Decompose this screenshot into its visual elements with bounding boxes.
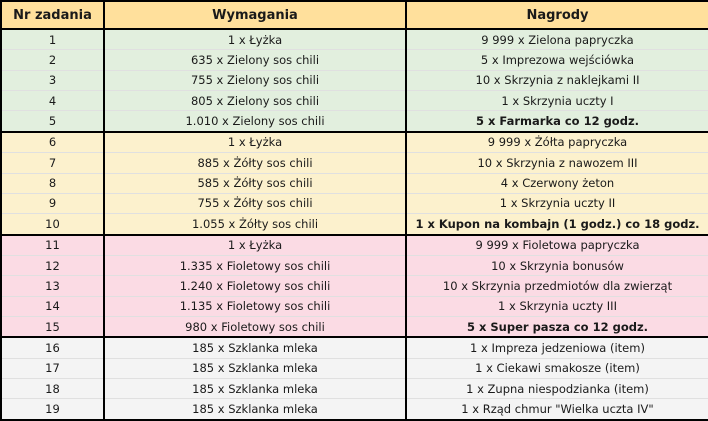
requirement-cell: 1.055 x Żółty sos chili: [103, 213, 406, 235]
task-number: 5: [1, 110, 104, 132]
requirement-cell: 1 x Łyżka: [103, 130, 406, 153]
column-header-rewards: Nagrody: [405, 1, 708, 30]
task-number: 10: [1, 213, 104, 235]
requirement-cell: 185 x Szklanka mleka: [103, 378, 406, 399]
table-row: 4 805 x Zielony sos chili 1 x Skrzynia u…: [1, 90, 708, 111]
reward-cell: 1 x Skrzynia uczty III: [405, 295, 708, 317]
reward-cell: 1 x Skrzynia uczty I: [405, 90, 708, 111]
reward-cell: 5 x Farmarka co 12 godz.: [405, 110, 708, 132]
requirement-cell: 805 x Zielony sos chili: [103, 90, 406, 111]
requirement-cell: 585 x Żółty sos chili: [103, 172, 406, 194]
task-number: 12: [1, 254, 104, 276]
task-number: 4: [1, 90, 104, 111]
table-row: 9 755 x Żółty sos chili 1 x Skrzynia ucz…: [1, 192, 708, 214]
header-row: Nr zadania Wymagania Nagrody: [1, 1, 708, 30]
task-number: 14: [1, 295, 104, 317]
table-row: 19 185 x Szklanka mleka 1 x Rząd chmur "…: [1, 398, 708, 420]
requirement-cell: 755 x Zielony sos chili: [103, 69, 406, 91]
table-row: 5 1.010 x Zielony sos chili 5 x Farmarka…: [1, 110, 708, 132]
requirement-cell: 1.335 x Fioletowy sos chili: [103, 254, 406, 276]
task-number: 9: [1, 192, 104, 214]
table-row: 1 1 x Łyżka 9 999 x Zielona papryczka: [1, 29, 708, 50]
table-row: 12 1.335 x Fioletowy sos chili 10 x Skrz…: [1, 254, 708, 276]
reward-cell: 1 x Skrzynia uczty II: [405, 192, 708, 214]
task-number: 7: [1, 152, 104, 174]
reward-cell: 10 x Skrzynia bonusów: [405, 254, 708, 276]
requirement-cell: 1 x Łyżka: [103, 233, 406, 256]
requirement-cell: 635 x Zielony sos chili: [103, 49, 406, 71]
reward-cell: 5 x Imprezowa wejściówka: [405, 49, 708, 71]
table-row: 17 185 x Szklanka mleka 1 x Ciekawi smak…: [1, 357, 708, 379]
reward-cell: 1 x Impreza jedzeniowa (item): [405, 336, 708, 359]
reward-cell: 5 x Super pasza co 12 godz.: [405, 315, 708, 338]
requirement-cell: 885 x Żółty sos chili: [103, 152, 406, 174]
reward-cell: 1 x Zupna niespodzianka (item): [405, 378, 708, 399]
task-number: 8: [1, 172, 104, 194]
column-header-requirements: Wymagania: [103, 1, 406, 30]
task-number: 13: [1, 275, 104, 297]
reward-cell: 10 x Skrzynia z naklejkami II: [405, 69, 708, 91]
reward-cell: 4 x Czerwony żeton: [405, 172, 708, 194]
reward-cell: 9 999 x Żółta papryczka: [405, 130, 708, 153]
reward-cell: 9 999 x Zielona papryczka: [405, 29, 708, 50]
task-number: 16: [1, 336, 104, 359]
table-row: 2 635 x Zielony sos chili 5 x Imprezowa …: [1, 49, 708, 71]
requirement-cell: 1.135 x Fioletowy sos chili: [103, 295, 406, 317]
requirement-cell: 1 x Łyżka: [103, 29, 406, 50]
reward-cell: 1 x Ciekawi smakosze (item): [405, 357, 708, 379]
table-row: 11 1 x Łyżka 9 999 x Fioletowa papryczka: [1, 233, 708, 256]
table-row: 6 1 x Łyżka 9 999 x Żółta papryczka: [1, 130, 708, 153]
requirement-cell: 755 x Żółty sos chili: [103, 192, 406, 214]
requirement-cell: 1.010 x Zielony sos chili: [103, 110, 406, 132]
table-row: 8 585 x Żółty sos chili 4 x Czerwony żet…: [1, 172, 708, 194]
requirement-cell: 185 x Szklanka mleka: [103, 357, 406, 379]
table-row: 16 185 x Szklanka mleka 1 x Impreza jedz…: [1, 336, 708, 359]
task-number: 3: [1, 69, 104, 91]
reward-cell: 10 x Skrzynia przedmiotów dla zwierząt: [405, 275, 708, 297]
task-number: 6: [1, 130, 104, 153]
task-number: 15: [1, 315, 104, 338]
task-number: 18: [1, 378, 104, 399]
requirement-cell: 980 x Fioletowy sos chili: [103, 315, 406, 338]
task-number: 19: [1, 398, 104, 420]
table-row: 15 980 x Fioletowy sos chili 5 x Super p…: [1, 315, 708, 338]
reward-cell: 1 x Rząd chmur "Wielka uczta IV": [405, 398, 708, 420]
task-number: 2: [1, 49, 104, 71]
task-number: 17: [1, 357, 104, 379]
table-row: 7 885 x Żółty sos chili 10 x Skrzynia z …: [1, 152, 708, 174]
requirement-cell: 185 x Szklanka mleka: [103, 336, 406, 359]
column-header-task-number: Nr zadania: [1, 1, 104, 30]
requirement-cell: 1.240 x Fioletowy sos chili: [103, 275, 406, 297]
requirement-cell: 185 x Szklanka mleka: [103, 398, 406, 420]
task-number: 1: [1, 29, 104, 50]
reward-cell: 10 x Skrzynia z nawozem III: [405, 152, 708, 174]
reward-cell: 1 x Kupon na kombajn (1 godz.) co 18 god…: [405, 213, 708, 235]
table-row: 13 1.240 x Fioletowy sos chili 10 x Skrz…: [1, 275, 708, 297]
table-row: 3 755 x Zielony sos chili 10 x Skrzynia …: [1, 69, 708, 91]
task-number: 11: [1, 233, 104, 256]
table-row: 18 185 x Szklanka mleka 1 x Zupna niespo…: [1, 378, 708, 399]
table-row: 14 1.135 x Fioletowy sos chili 1 x Skrzy…: [1, 295, 708, 317]
reward-cell: 9 999 x Fioletowa papryczka: [405, 233, 708, 256]
table-row: 10 1.055 x Żółty sos chili 1 x Kupon na …: [1, 213, 708, 235]
